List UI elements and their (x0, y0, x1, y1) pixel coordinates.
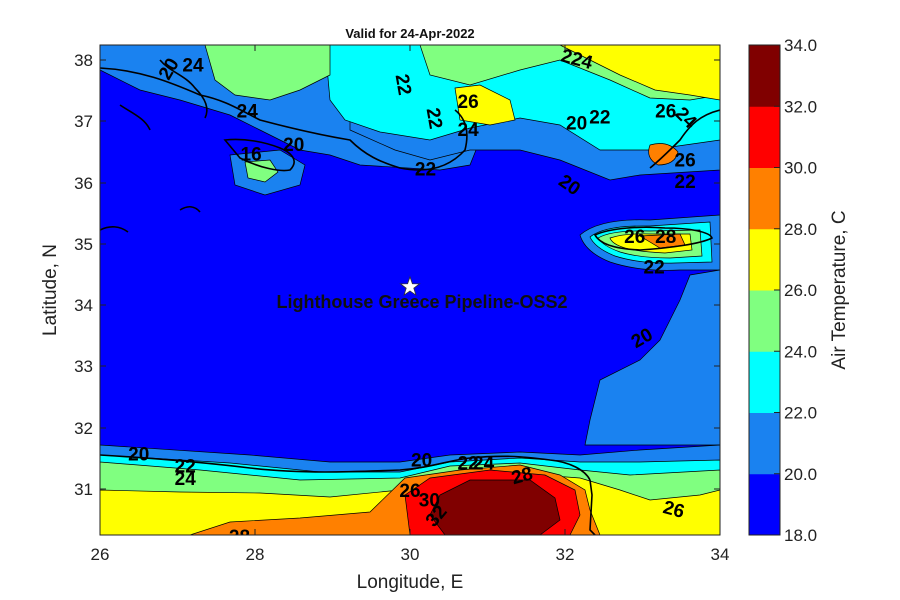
x-axis: 26 28 30 32 34 Longitude, E (91, 45, 730, 593)
contour-label: 22 (458, 454, 479, 475)
contour-label: 26 (655, 101, 676, 122)
contour-label: 20 (128, 444, 149, 465)
colorbar-swatch (749, 351, 780, 413)
contour-label: 30 (419, 490, 440, 511)
contour-label: 20 (566, 114, 587, 135)
colorbar-ticks: 18.0 20.0 22.0 24.0 26.0 28.0 30.0 32.0 34.0 (774, 36, 817, 545)
map-title: Valid for 24-Apr-2022 (345, 26, 474, 41)
contour-label: 24 (237, 101, 259, 122)
y-tick-label: 33 (74, 357, 93, 376)
colorbar-label: Air Temperature, C (829, 210, 850, 369)
y-tick-label: 38 (74, 51, 93, 70)
x-tick-label: 34 (711, 545, 730, 564)
colorbar-tick-label: 32.0 (784, 97, 817, 116)
contour-label: 24 (182, 55, 204, 76)
star-icon[interactable] (399, 275, 421, 297)
colorbar-tick-label: 18.0 (784, 526, 817, 545)
x-tick-label: 32 (556, 545, 575, 564)
contour-label: 26 (624, 227, 645, 248)
contour-label: 28 (655, 227, 676, 248)
coastlines (100, 59, 720, 535)
contour-label: 22 (175, 457, 196, 478)
colorbar-tick-label: 26.0 (784, 281, 817, 300)
contour-label: 24 (458, 120, 480, 141)
south-coast-32 (429, 479, 561, 535)
site-marker[interactable]: Lighthouse Greece Pipeline-OSS2 (276, 275, 568, 312)
colorbar-tick-label: 34.0 (784, 36, 817, 55)
contour-label: 22 (391, 72, 415, 96)
x-tick-label: 30 (401, 545, 420, 564)
contour-label: 22 (589, 108, 610, 129)
x-axis-label: Longitude, E (357, 572, 464, 593)
contour-label: 24 (473, 454, 495, 475)
colorbar-tick-label: 24.0 (784, 342, 817, 361)
levant-coast-band (584, 269, 720, 446)
colorbar: 18.0 20.0 22.0 24.0 26.0 28.0 30.0 32.0 34.0 Air… (748, 36, 850, 545)
x-tick-label: 26 (91, 545, 110, 564)
colorbar-tick-label: 30.0 (784, 159, 817, 178)
contour-label: 26 (458, 92, 479, 113)
contour-label: 20 (283, 135, 304, 156)
colorbar-swatch (749, 106, 780, 168)
y-axis-label: Latitude, N (40, 244, 61, 336)
colorbar-tick-label: 20.0 (784, 465, 817, 484)
x-tick-label: 28 (246, 545, 265, 564)
site-label: Lighthouse Greece Pipeline-OSS2 (276, 292, 567, 312)
colorbar-swatch (749, 290, 780, 352)
colorbar-swatch (749, 473, 780, 536)
contour-label: 26 (399, 481, 420, 502)
colorbar-swatch (749, 412, 780, 475)
contour-label: 20 (411, 451, 432, 472)
contour-label: 26 (675, 150, 696, 171)
y-tick-label: 36 (74, 174, 93, 193)
contour-label: 22 (644, 258, 665, 279)
colorbar-swatch (749, 228, 780, 291)
contour-label: 22 (422, 106, 446, 130)
colorbar-swatches (749, 45, 780, 536)
colorbar-swatch (749, 167, 780, 230)
y-tick-label: 37 (74, 112, 93, 131)
colorbar-tick-label: 28.0 (784, 220, 817, 239)
y-tick-label: 31 (74, 480, 93, 499)
colorbar-tick-label: 22.0 (784, 404, 817, 423)
contour-label: 24 (175, 469, 197, 490)
y-axis: 31 32 33 34 35 36 37 38 Latitude, N (40, 51, 720, 499)
contour-label: 16 (241, 144, 262, 165)
contour-label: 22 (675, 172, 696, 193)
y-tick-label: 35 (74, 235, 93, 254)
turkey-warm-region (454, 45, 720, 126)
colorbar-swatch (749, 45, 780, 107)
y-tick-label: 34 (74, 296, 93, 315)
contour-label: 28 (229, 527, 250, 548)
contour-label: 22 (415, 160, 436, 181)
y-tick-label: 32 (74, 419, 93, 438)
crete-mild-region (244, 159, 279, 183)
